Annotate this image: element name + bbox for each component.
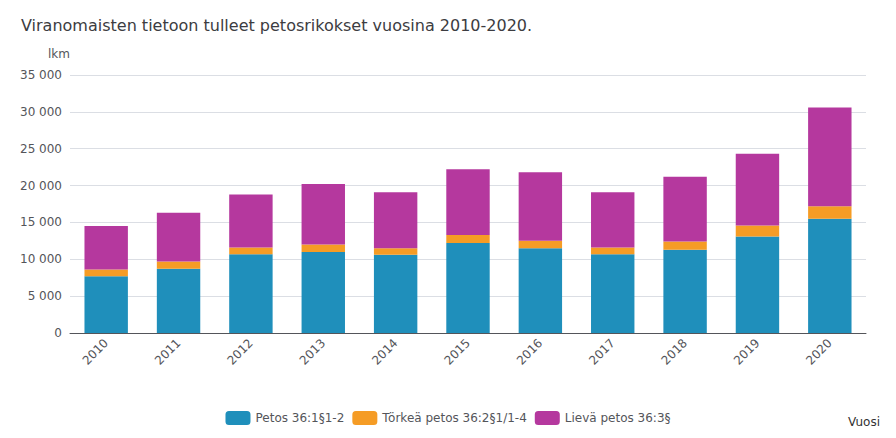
svg-text:Petos 36:1§1-2: Petos 36:1§1-2 xyxy=(255,411,344,425)
svg-text:Törkeä petos 36:2§1/1-4: Törkeä petos 36:2§1/1-4 xyxy=(381,411,526,425)
svg-text:lkm: lkm xyxy=(48,47,70,61)
svg-text:30 000: 30 000 xyxy=(20,105,62,119)
svg-text:5 000: 5 000 xyxy=(28,289,62,303)
svg-text:2011: 2011 xyxy=(152,336,183,367)
svg-text:35 000: 35 000 xyxy=(20,68,62,82)
svg-text:2014: 2014 xyxy=(369,336,400,367)
svg-text:2016: 2016 xyxy=(514,336,545,367)
svg-text:0: 0 xyxy=(54,326,62,340)
svg-text:15 000: 15 000 xyxy=(20,215,62,229)
svg-text:2015: 2015 xyxy=(441,336,472,367)
svg-text:2010: 2010 xyxy=(80,336,111,367)
svg-text:25 000: 25 000 xyxy=(20,142,62,156)
svg-text:2012: 2012 xyxy=(224,336,255,367)
svg-text:2017: 2017 xyxy=(586,336,617,367)
svg-text:Vuosi: Vuosi xyxy=(848,415,880,429)
svg-text:2013: 2013 xyxy=(297,336,328,367)
svg-text:20 000: 20 000 xyxy=(20,179,62,193)
svg-text:2018: 2018 xyxy=(659,336,690,367)
svg-text:Lievä petos 36:3§: Lievä petos 36:3§ xyxy=(565,411,671,425)
svg-text:2019: 2019 xyxy=(731,336,762,367)
svg-text:Viranomaisten tietoon tulleet: Viranomaisten tietoon tulleet petosrikok… xyxy=(21,16,532,35)
svg-text:2020: 2020 xyxy=(803,336,834,367)
svg-text:10 000: 10 000 xyxy=(20,252,62,266)
